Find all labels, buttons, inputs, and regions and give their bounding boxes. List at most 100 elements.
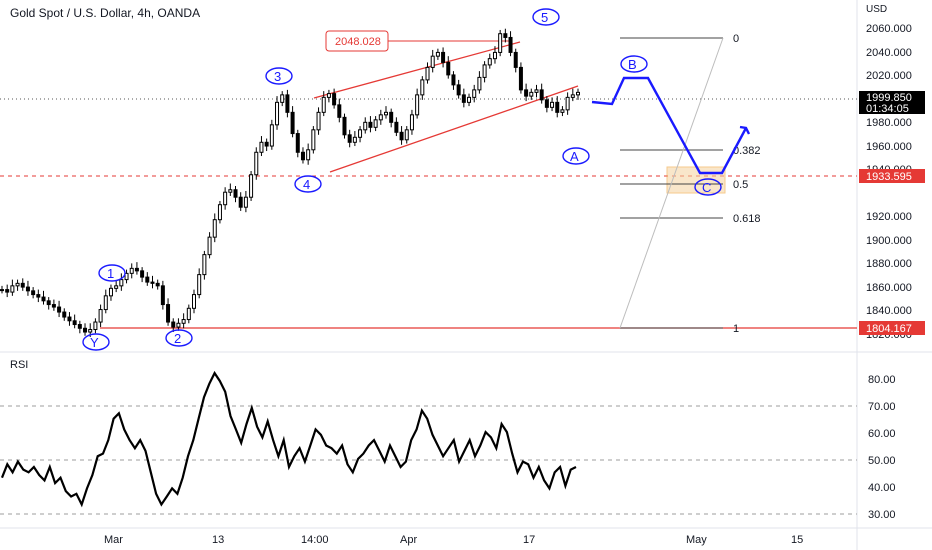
candle-body (114, 285, 119, 289)
fib-label-05: 0.5 (733, 179, 748, 191)
fib-label-1: 1 (733, 323, 739, 335)
time-tick: 15 (791, 534, 803, 546)
candle-body (326, 93, 331, 98)
candle-body (441, 51, 446, 63)
candle-body (342, 116, 347, 136)
candle-body (254, 151, 259, 176)
candle-body (160, 285, 165, 306)
candle-body (228, 189, 233, 193)
high-label-text: 2048.028 (335, 36, 381, 48)
candle-body (560, 109, 565, 113)
wave-c-marker (694, 178, 722, 196)
candle-body (238, 196, 243, 208)
wave-b-label: B (628, 57, 637, 72)
candle-body (337, 104, 342, 118)
candle-body (425, 66, 430, 81)
wave-4-marker (294, 175, 322, 193)
high-label-box (325, 30, 389, 52)
candles (0, 28, 580, 338)
candle-body (492, 51, 497, 60)
price-tick: 1960.000 (866, 141, 912, 153)
candle-body (513, 51, 518, 68)
wave-5-label: 5 (541, 10, 548, 25)
candle-body (394, 121, 399, 133)
candle-body (482, 64, 487, 78)
candle-body (311, 129, 316, 151)
candle-body (155, 282, 160, 287)
candle-body (103, 295, 108, 311)
candle-body (389, 111, 394, 123)
candle-body (77, 324, 82, 329)
wave-a-label: A (570, 149, 579, 164)
candle-body (212, 219, 217, 238)
candle-body (290, 111, 295, 135)
time-tick: 13 (212, 534, 224, 546)
fib-label-0: 0 (733, 33, 739, 45)
projection-arrowhead (739, 125, 751, 135)
candle-body (565, 96, 570, 111)
price-tick: 1900.000 (866, 235, 912, 247)
wave-3-marker (265, 67, 293, 85)
wave-projection-path (591, 76, 748, 175)
candle-body (134, 267, 139, 272)
currency-label: USD (866, 4, 888, 15)
price-tick: 2040.000 (866, 47, 912, 59)
candle-body (399, 131, 404, 141)
last-price-text: 1999.850 (866, 92, 912, 104)
candle-body (93, 321, 98, 331)
candle-body (243, 196, 248, 208)
wave-1-marker (98, 264, 126, 282)
candle-body (181, 319, 186, 324)
candle-body (51, 304, 56, 308)
candle-body (316, 111, 321, 131)
candle-body (461, 94, 466, 103)
rsi-bands (0, 405, 857, 515)
candle-body (72, 320, 77, 326)
candle-body (5, 289, 10, 293)
candle-body (295, 133, 300, 153)
wave-5-marker (532, 8, 560, 26)
candle-body (544, 99, 549, 108)
price-tick: 1980.000 (866, 117, 912, 129)
candle-body (555, 101, 560, 113)
candle-body (321, 96, 326, 113)
candle-body (415, 94, 420, 116)
candle-body (409, 114, 414, 131)
candle-body (46, 300, 51, 306)
price-tick: 1860.000 (866, 282, 912, 294)
rsi-tick: 60.00 (868, 428, 896, 440)
wave-y-label: Y (90, 335, 99, 350)
time-tick-labels: Mar 13 14:00 Apr 17 May 15 (104, 534, 803, 546)
time-tick: May (686, 534, 707, 546)
candle-body (404, 129, 409, 141)
candle-body (550, 101, 555, 108)
candle-body (166, 304, 171, 323)
wave-labels: 1 2 3 4 5 Y A B C (82, 8, 722, 351)
level-tag-1-text: 1933.595 (866, 171, 912, 183)
candle-body (197, 274, 202, 296)
fib-trend-line (619, 37, 724, 329)
time-tick: 17 (523, 534, 535, 546)
candle-body (467, 96, 472, 103)
chart-title: Gold Spot / U.S. Dollar, 4h, OANDA (10, 6, 201, 20)
wave-y-marker (82, 333, 110, 351)
candle-body (98, 309, 103, 323)
candle-body (446, 61, 451, 76)
rsi-tick: 70.00 (868, 401, 896, 413)
candle-body (150, 281, 155, 284)
candle-body (57, 306, 62, 313)
level-tag-1 (859, 169, 925, 183)
candle-body (487, 58, 492, 66)
wave-2-label: 2 (174, 331, 181, 346)
candle-body (207, 236, 212, 256)
price-tick: 1880.000 (866, 258, 912, 270)
countdown-text: 01:34:05 (866, 103, 909, 115)
wave-c-label: C (702, 180, 711, 195)
candle-body (25, 286, 30, 292)
candle-body (347, 134, 352, 143)
candle-body (41, 296, 46, 302)
candle-body (176, 322, 181, 328)
candle-body (223, 191, 228, 206)
candle-body (358, 129, 363, 138)
candle-body (259, 141, 264, 153)
